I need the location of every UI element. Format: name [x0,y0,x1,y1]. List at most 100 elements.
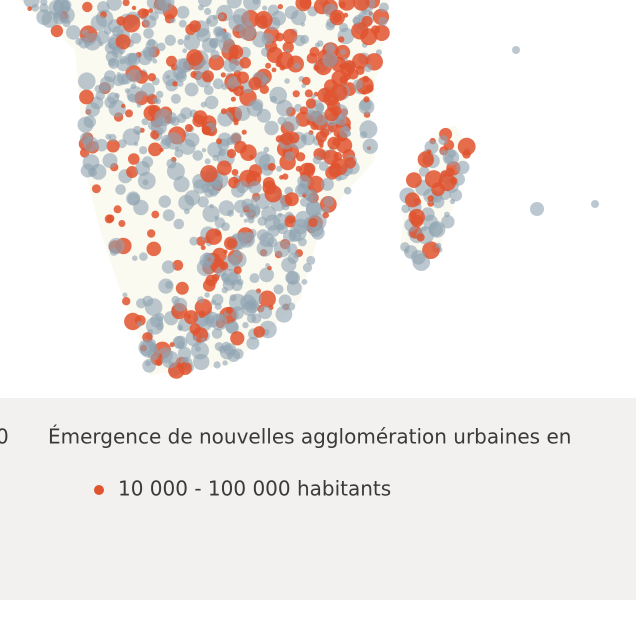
city-dot [322,52,338,68]
city-dot [320,177,334,191]
city-dot [202,205,220,223]
city-dot [135,130,141,136]
city-dot [211,274,220,282]
city-dot [254,11,273,29]
city-dot [205,228,222,245]
city-dot [258,305,273,320]
city-dot [27,6,32,11]
city-dot [379,2,389,13]
city-dot [106,139,120,153]
city-dot [239,57,251,69]
city-dot [228,44,244,60]
city-dot [305,189,318,203]
city-dot [141,118,149,126]
city-dot [143,28,154,39]
city-dot [156,90,164,99]
city-dot [351,22,369,40]
city-dot [264,185,282,203]
city-dot [127,69,142,83]
city-dot [152,97,159,104]
city-dot [230,306,244,320]
city-dot [136,298,147,309]
city-dot [211,328,223,339]
city-dot [216,160,232,176]
city-dot [406,172,422,189]
city-dot [194,298,213,317]
city-dot [194,74,200,80]
city-dot [299,106,308,115]
city-dot [122,292,128,298]
city-dot [256,240,273,257]
city-dot [246,313,257,324]
city-dot [263,146,270,153]
city-dot [189,323,201,335]
city-dot [441,215,455,229]
city-dot [117,73,129,85]
city-dot [195,345,201,352]
city-dot [127,93,136,102]
city-dot [283,115,300,132]
city-dot [204,7,212,16]
city-dot [226,0,242,9]
city-dot [239,231,256,248]
city-dot [211,293,224,306]
city-dot [339,22,349,33]
city-dot [122,0,130,7]
city-dot [306,109,319,122]
legend-title-previous: 0 [0,425,9,449]
city-dot [338,126,351,139]
city-dot [220,108,227,115]
city-dot [146,241,162,257]
city-dot [305,200,322,217]
city-dot [212,154,219,161]
city-dot [59,12,70,23]
city-dot [222,360,228,366]
city-dot [99,76,115,91]
city-dot [297,183,309,195]
city-dot [301,279,308,285]
city-dot [213,361,221,369]
city-dot [104,96,117,109]
city-dot [265,263,270,268]
city-dot [126,166,139,178]
city-dot [184,124,193,132]
city-dot [83,136,99,152]
city-dot [233,86,244,97]
city-dot [312,155,322,165]
city-dot [186,49,203,66]
city-dot [212,78,224,90]
city-dot [210,180,222,191]
city-dot [244,289,262,308]
city-dot [227,349,241,362]
city-dot [77,116,94,133]
city-dot [236,71,249,84]
city-dot [238,22,257,41]
city-dot [262,5,268,11]
city-dot [440,170,448,177]
city-dot [161,260,175,274]
city-dot [318,161,329,172]
city-dot [340,49,347,56]
city-dot [317,139,324,146]
city-dot [408,208,425,226]
city-dot [267,162,276,171]
city-dot [200,165,218,183]
city-dot [359,131,368,139]
city-dot [147,120,159,131]
city-dot [378,16,388,26]
city-dot [431,182,445,197]
city-dot [301,132,315,146]
city-dot [192,150,204,161]
city-dot [362,75,370,83]
city-dot [173,218,185,230]
city-dot [149,11,159,21]
city-dot [227,76,241,90]
city-dot [173,176,190,193]
city-dot [400,242,410,252]
city-dot [261,206,277,222]
city-dot [306,255,316,265]
city-dot [343,60,356,73]
city-dot [158,195,171,208]
city-dot [172,259,184,271]
